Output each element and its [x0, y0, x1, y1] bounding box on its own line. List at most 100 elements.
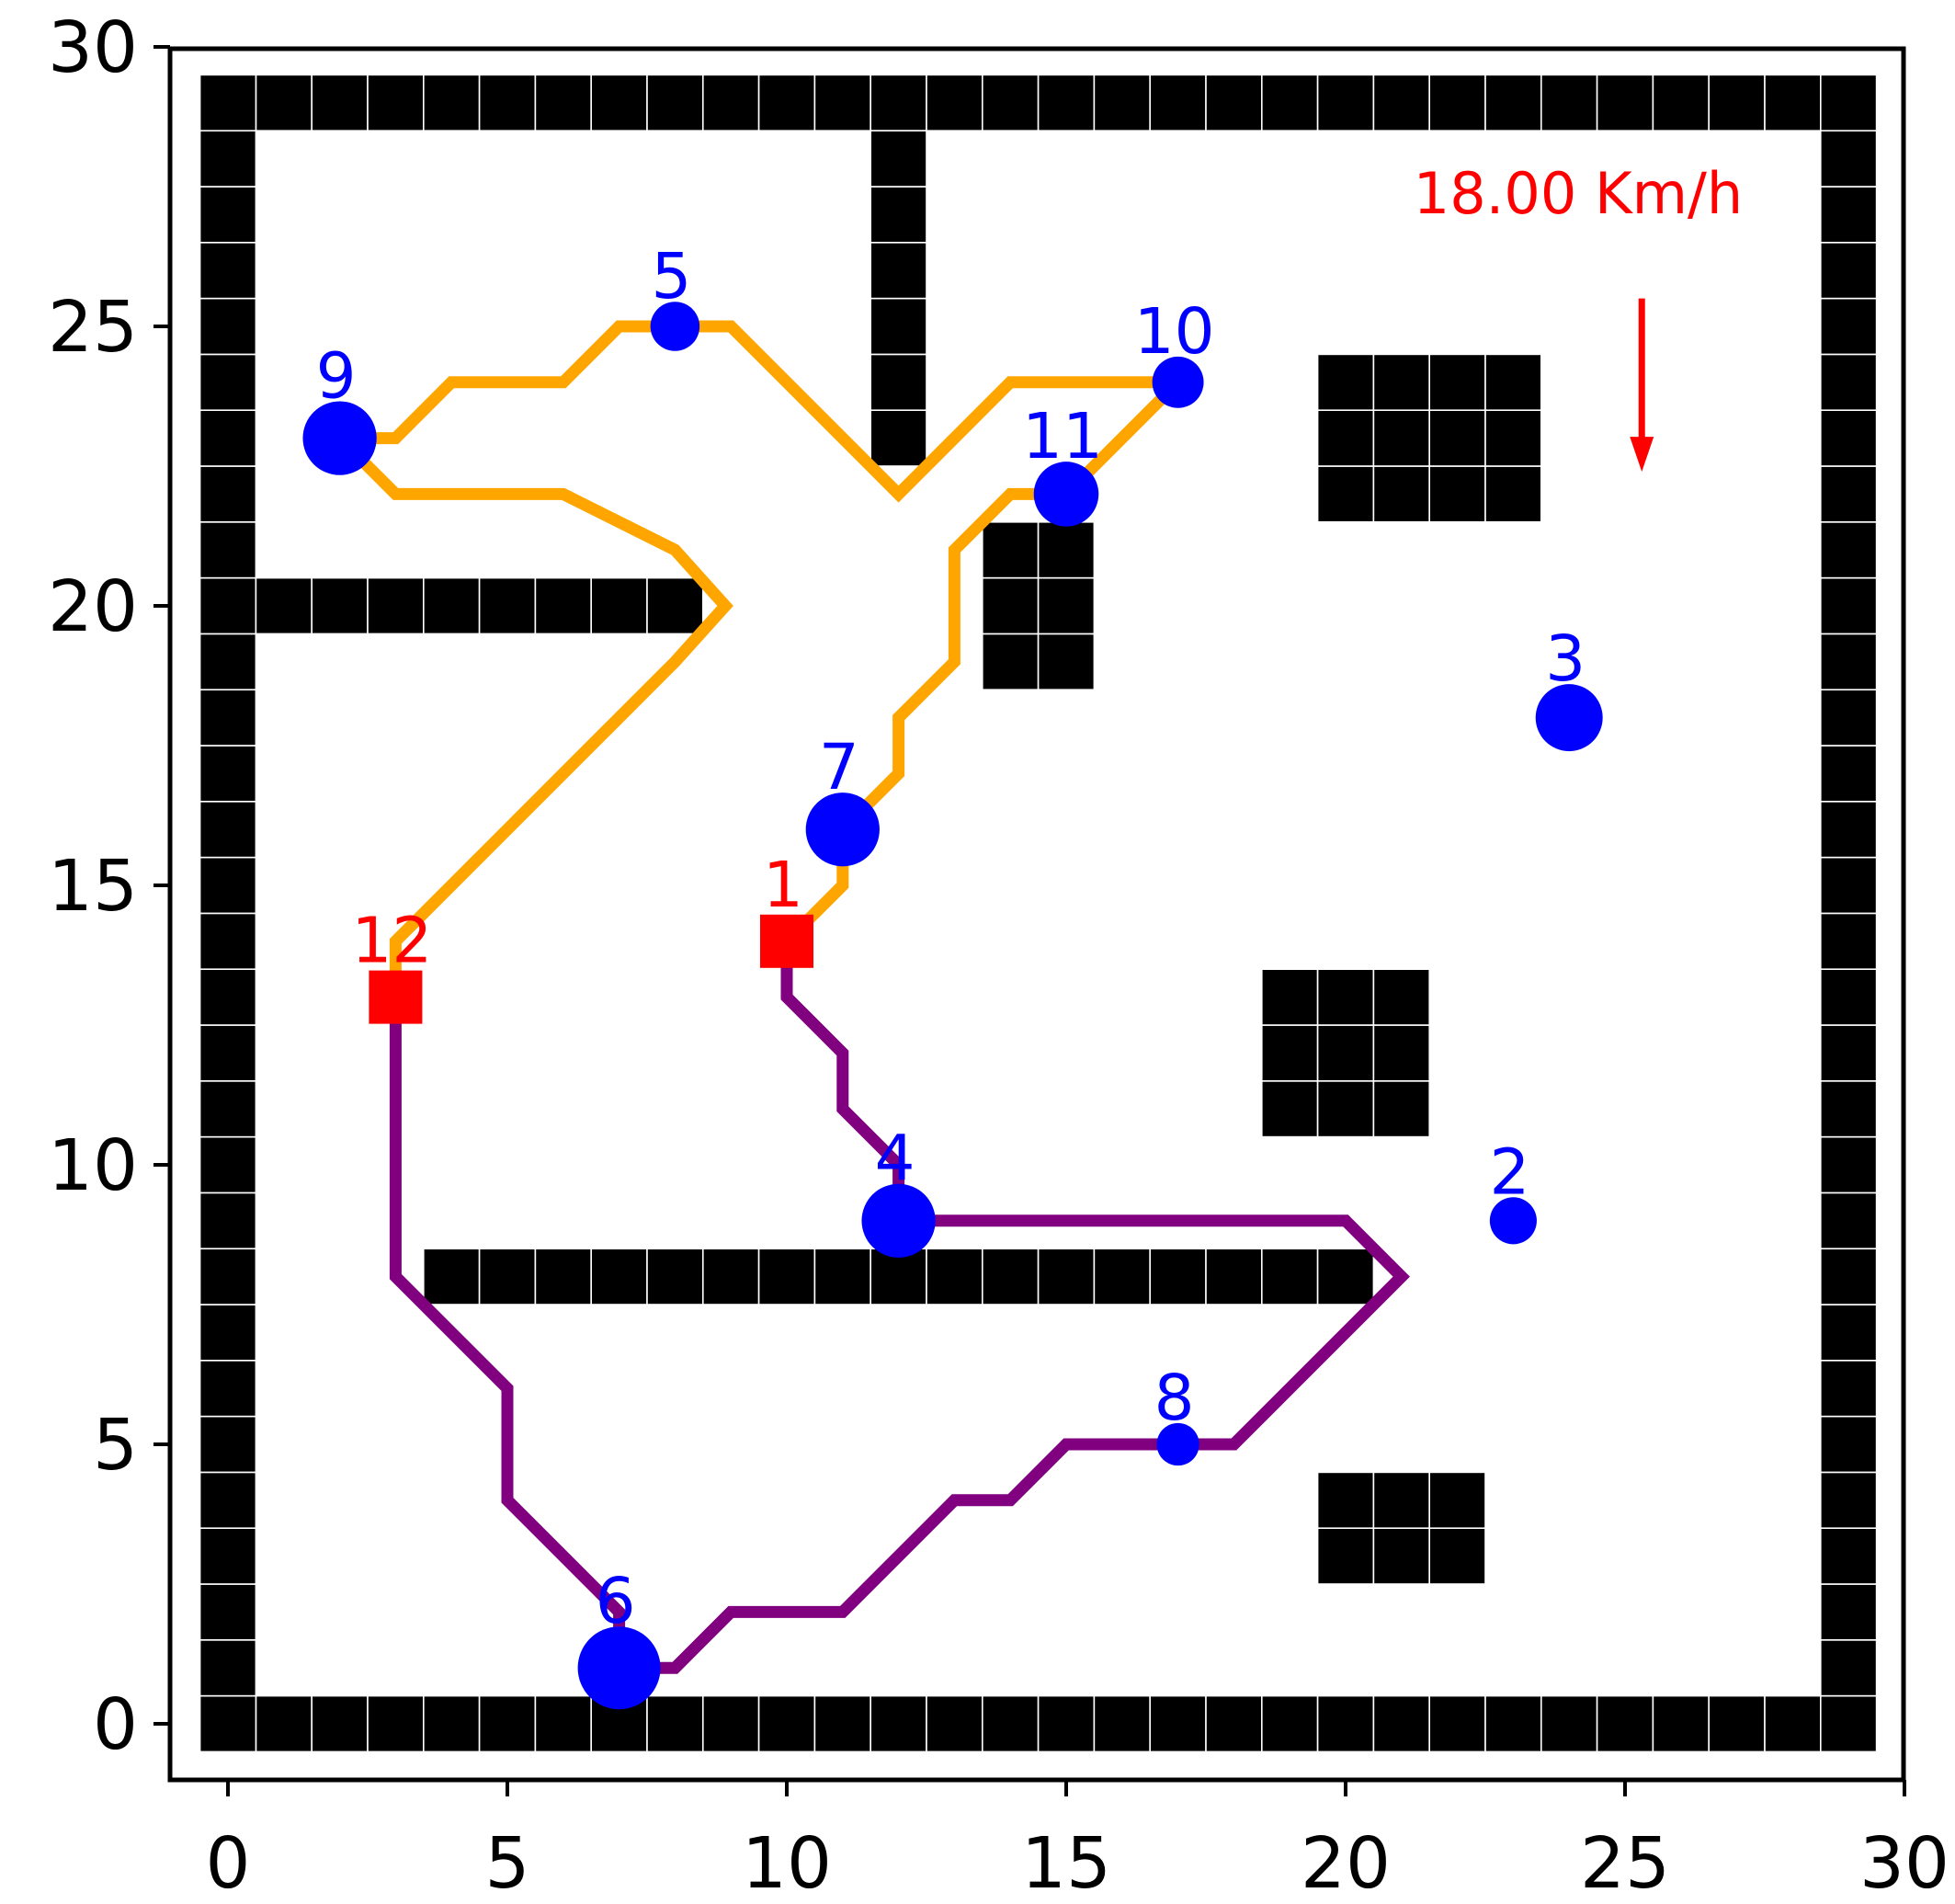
obstacle-cell — [1093, 74, 1152, 132]
obstacle-cell — [1037, 576, 1096, 635]
obstacle-cell — [1820, 576, 1878, 635]
obstacle-cell — [1037, 1248, 1096, 1305]
depot-marker — [760, 914, 813, 968]
customer-node — [1152, 356, 1204, 408]
obstacle-cell — [1596, 1694, 1654, 1753]
obstacle-cell — [1037, 1694, 1096, 1753]
obstacle-cell — [478, 1694, 537, 1753]
obstacle-cell — [926, 1248, 983, 1305]
obstacle-cell — [1820, 74, 1878, 132]
customer-node — [861, 1183, 936, 1258]
obstacle-cell — [199, 74, 257, 132]
obstacle-cell — [199, 1694, 257, 1753]
obstacle-cell — [1261, 968, 1319, 1026]
obstacle-cell — [199, 1135, 257, 1194]
obstacle-cell — [199, 1583, 257, 1641]
nodes-layer — [302, 302, 1603, 1710]
obstacle-cell — [1372, 409, 1431, 467]
obstacle-cell — [1820, 1080, 1878, 1138]
obstacle-cell — [1372, 353, 1431, 411]
obstacle-cell — [199, 409, 257, 467]
obstacle-cell — [1820, 800, 1878, 859]
obstacle-cell — [1205, 74, 1263, 132]
obstacle-cell — [1820, 968, 1878, 1026]
obstacle-cell — [1708, 1694, 1766, 1753]
obstacle-cell — [1820, 1527, 1878, 1585]
obstacle-cell — [1372, 1694, 1431, 1753]
obstacle-cell — [1316, 1527, 1375, 1585]
obstacle-cell — [1820, 633, 1878, 691]
obstacle-cell — [813, 1694, 872, 1753]
obstacle-cell — [646, 1694, 704, 1753]
obstacle-cell — [1820, 130, 1878, 188]
obstacle-cell — [1428, 409, 1486, 467]
obstacle-cell — [1820, 409, 1878, 467]
x-tick-label: 10 — [742, 1823, 832, 1904]
route-line — [389, 941, 1410, 1674]
customer-node — [1535, 684, 1603, 752]
obstacle-cell — [1484, 1694, 1542, 1753]
obstacle-cell — [646, 1248, 704, 1305]
obstacle-cell — [1764, 74, 1822, 132]
obstacle-cell — [422, 576, 481, 635]
obstacle-cell — [813, 1248, 872, 1305]
route-line — [324, 320, 1193, 998]
obstacle-cell — [199, 856, 257, 915]
obstacle-cell — [199, 465, 257, 523]
obstacle-cell — [255, 576, 313, 635]
obstacle-cell — [199, 800, 257, 859]
obstacle-cell — [255, 74, 313, 132]
obstacle-cell — [1820, 297, 1878, 356]
obstacle-cell — [1428, 353, 1486, 411]
obstacle-cell — [757, 1248, 816, 1305]
obstacle-cell — [1316, 1248, 1375, 1305]
obstacle-cell — [1149, 74, 1207, 132]
obstacle-cell — [255, 1694, 313, 1753]
obstacle-cell — [534, 1248, 593, 1305]
obstacle-cell — [1484, 74, 1542, 132]
obstacle-cell — [1820, 1191, 1878, 1250]
obstacle-cell — [1316, 465, 1375, 523]
obstacle-cell — [870, 353, 927, 411]
obstacle-cell — [1093, 1694, 1152, 1753]
obstacle-cell — [422, 74, 481, 132]
obstacle-cell — [1484, 465, 1542, 523]
obstacle-cell — [1037, 633, 1096, 691]
obstacle-cell — [199, 353, 257, 411]
plot-frame — [167, 46, 1906, 1783]
obstacles-layer — [199, 74, 1878, 1753]
obstacle-cell — [1261, 1248, 1319, 1305]
depot-label: 1 — [763, 849, 803, 922]
obstacle-cell — [926, 1694, 983, 1753]
obstacle-cell — [757, 1694, 816, 1753]
speed-annotation: 18.00 Km/h — [1414, 160, 1743, 227]
obstacle-cell — [199, 297, 257, 356]
obstacle-cell — [199, 633, 257, 691]
obstacle-cell — [534, 576, 593, 635]
obstacle-cell — [1428, 465, 1486, 523]
obstacle-cell — [1764, 1694, 1822, 1753]
customer-node-label: 6 — [596, 1565, 636, 1638]
obstacle-cell — [199, 968, 257, 1026]
obstacle-cell — [813, 74, 872, 132]
y-tick-label: 30 — [48, 7, 138, 89]
obstacle-cell — [422, 1248, 481, 1305]
obstacle-cell — [1820, 353, 1878, 411]
x-tick-label: 20 — [1301, 1823, 1391, 1904]
arrow-head — [1630, 437, 1654, 473]
obstacle-cell — [199, 1024, 257, 1082]
customer-node — [302, 401, 377, 475]
customer-node-label: 5 — [651, 240, 691, 314]
obstacle-cell — [1820, 1248, 1878, 1305]
obstacle-cell — [1428, 1527, 1486, 1585]
customer-node — [805, 792, 880, 867]
obstacle-cell — [1484, 353, 1542, 411]
obstacle-cell — [870, 1694, 927, 1753]
obstacle-cell — [1820, 1360, 1878, 1418]
obstacle-cell — [1372, 1471, 1431, 1530]
obstacle-cell — [199, 1639, 257, 1697]
obstacle-cell — [1820, 689, 1878, 747]
